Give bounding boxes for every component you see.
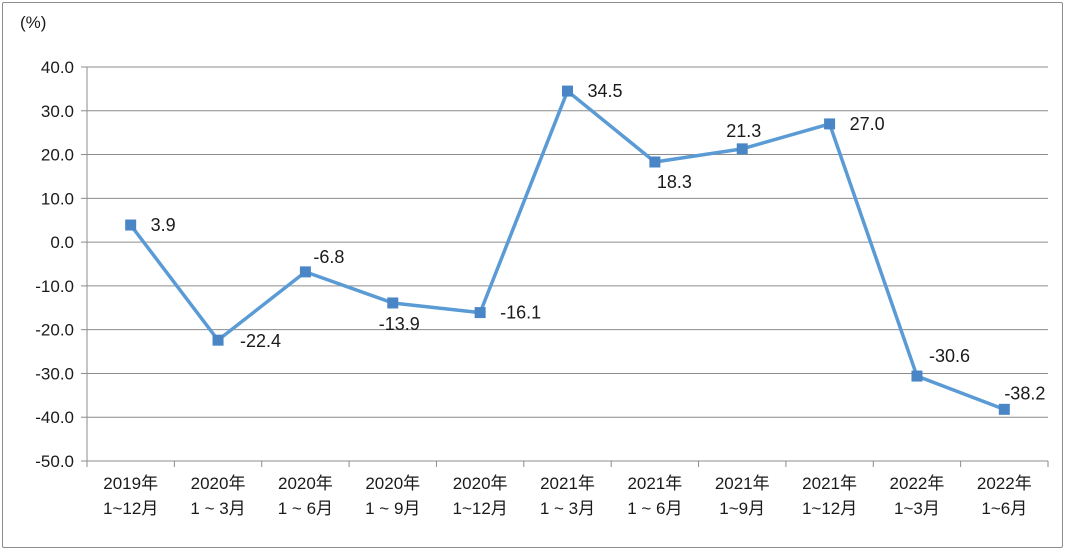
x-tick-label-year: 2021年 bbox=[627, 474, 682, 493]
x-tick-label-year: 2020年 bbox=[453, 474, 508, 493]
data-labels: 3.9 -22.4 -6.8 -13.9 -16.1 34.5 18.3 21.3 27.0 -3… bbox=[151, 81, 1046, 403]
y-axis: 40.0 30.0 20.0 10.0 0.0 -10.0 -20.0 -30.0 -40.0 -… bbox=[35, 58, 88, 471]
y-unit-label: (%) bbox=[20, 13, 46, 32]
x-tick-label-year: 2021年 bbox=[540, 474, 595, 493]
x-tick-label-year: 2022年 bbox=[890, 474, 945, 493]
data-point bbox=[562, 85, 573, 97]
data-label: -38.2 bbox=[1004, 383, 1045, 403]
data-point bbox=[649, 156, 661, 168]
data-label: -13.9 bbox=[379, 314, 420, 334]
data-label: 18.3 bbox=[657, 172, 692, 192]
y-tick-label: -40.0 bbox=[35, 408, 74, 427]
data-point bbox=[474, 307, 486, 319]
y-tick-label: 10.0 bbox=[41, 189, 74, 208]
data-label: 27.0 bbox=[850, 114, 885, 134]
data-point bbox=[387, 297, 399, 309]
gridlines bbox=[87, 66, 1048, 462]
x-tick-label-period: 1 ~ 3月 bbox=[540, 499, 595, 518]
data-point bbox=[998, 403, 1010, 415]
data-label: -6.8 bbox=[313, 247, 344, 267]
series-layer bbox=[125, 85, 1010, 415]
x-tick-label-period: 1 ~ 9月 bbox=[365, 499, 420, 518]
y-tick-label: -30.0 bbox=[35, 364, 74, 383]
x-tick-label-year: 2021年 bbox=[802, 474, 857, 493]
x-tick-label-year: 2021年 bbox=[715, 474, 770, 493]
x-tick-label-period: 1~12月 bbox=[103, 499, 158, 518]
data-label: 21.3 bbox=[726, 121, 761, 141]
x-tick-label-period: 1~3月 bbox=[894, 499, 940, 518]
data-label: 3.9 bbox=[151, 215, 176, 235]
y-tick-label: 0.0 bbox=[50, 233, 74, 252]
x-axis: 2019年 1~12月 2020年 1 ~ 3月 2020年 1 ~ 6月 2020年 1 ~… bbox=[86, 461, 1049, 518]
y-tick-label: -50.0 bbox=[35, 452, 74, 471]
data-point bbox=[299, 266, 311, 278]
x-tick-label-period: 1 ~ 6月 bbox=[278, 499, 333, 518]
y-tick-label: -20.0 bbox=[35, 321, 74, 340]
x-tick-label-year: 2020年 bbox=[278, 474, 333, 493]
x-tick-label-year: 2020年 bbox=[365, 474, 420, 493]
data-point bbox=[911, 370, 923, 382]
data-label: 34.5 bbox=[588, 81, 623, 101]
data-label: -22.4 bbox=[240, 331, 281, 351]
data-point bbox=[125, 219, 137, 231]
data-label: -16.1 bbox=[500, 303, 541, 323]
x-tick-label-period: 1~12月 bbox=[802, 499, 857, 518]
x-tick-label-period: 1~6月 bbox=[981, 499, 1027, 518]
y-tick-label: 30.0 bbox=[41, 102, 74, 121]
data-point bbox=[824, 118, 836, 130]
data-point bbox=[736, 143, 748, 155]
x-tick-label-year: 2019年 bbox=[103, 474, 158, 493]
x-tick-label-period: 1~9月 bbox=[719, 499, 765, 518]
data-point bbox=[212, 334, 224, 346]
x-tick-label-year: 2022年 bbox=[977, 474, 1032, 493]
data-label: -30.6 bbox=[929, 346, 970, 366]
y-tick-label: 20.0 bbox=[41, 146, 74, 165]
y-tick-label: -10.0 bbox=[35, 277, 74, 296]
x-tick-label-year: 2020年 bbox=[191, 474, 246, 493]
x-tick-label-period: 1 ~ 3月 bbox=[190, 499, 245, 518]
series-line bbox=[129, 89, 1005, 411]
x-tick-label-period: 1 ~ 6月 bbox=[627, 499, 682, 518]
y-tick-label: 40.0 bbox=[41, 58, 74, 77]
x-tick-label-period: 1~12月 bbox=[452, 499, 507, 518]
